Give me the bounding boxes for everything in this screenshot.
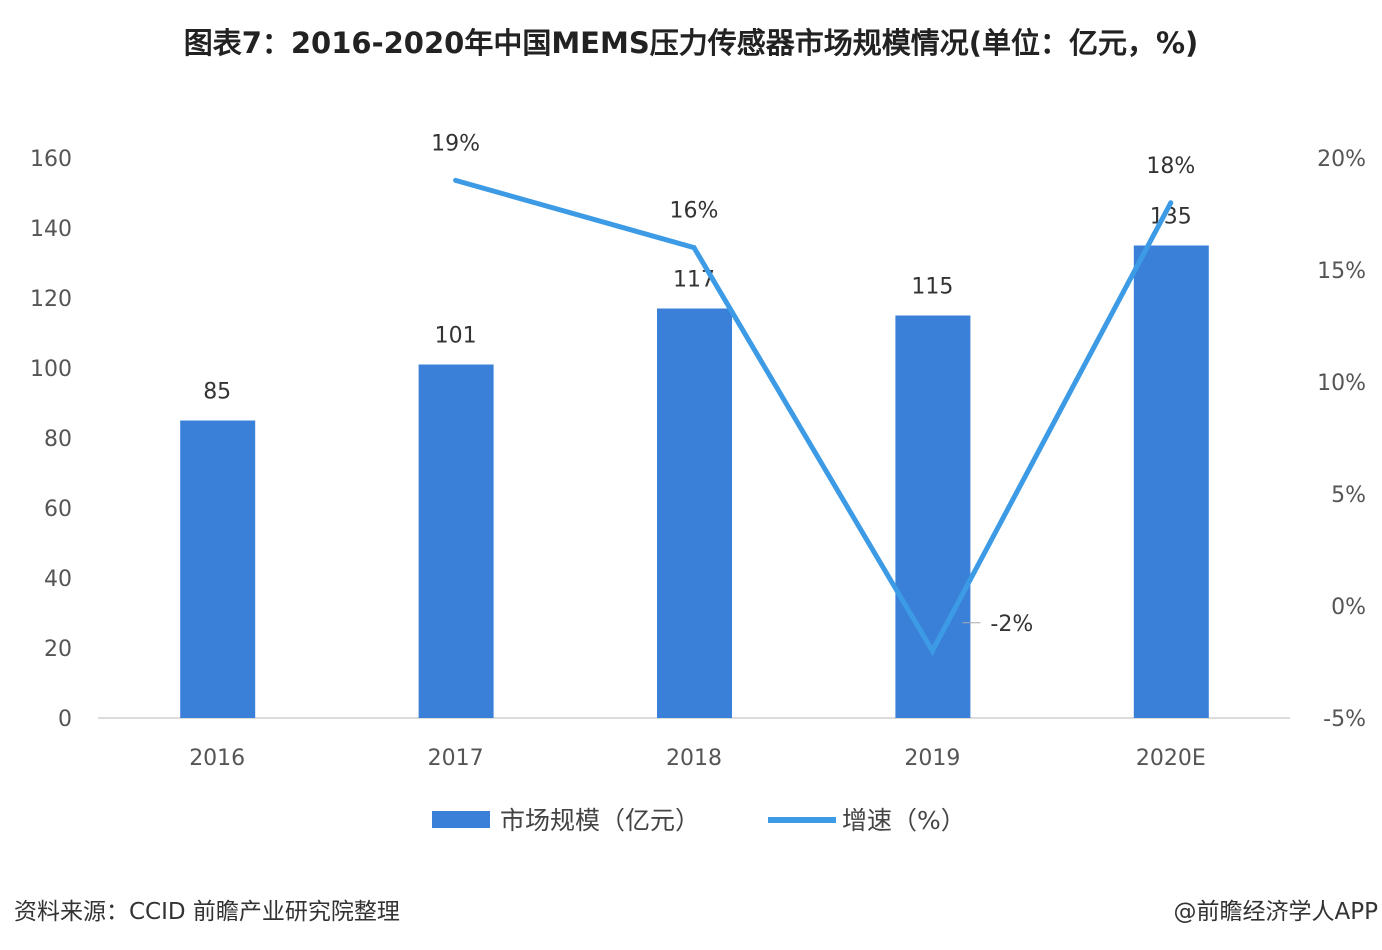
credit-note: @前瞻经济学人APP [1173,899,1378,925]
growth-line [454,177,1174,656]
left-axis-tick: 0 [58,707,72,732]
growth-point-2017 [453,177,459,183]
growth-point-2020E [1168,200,1174,206]
left-axis-tick: 60 [44,497,72,522]
left-axis-tick: 80 [44,427,72,452]
left-axis-tick: 140 [30,217,72,242]
right-axis-tick: 20% [1317,147,1366,172]
bar-2018 [657,308,732,718]
source-note: 资料来源：CCID 前瞻产业研究院整理 [14,899,400,925]
x-axis-tick: 2018 [666,746,722,771]
bar-2020E [1133,245,1209,718]
left-axis-tick: 100 [30,357,72,382]
right-axis-tick: 15% [1317,259,1366,284]
bar-data-label: 115 [911,275,953,300]
chart-svg: 0 20 40 60 80 100 120 140 160 -5% 0% 5% 10% 15% 20% 201… [30,131,1366,835]
bar-data-label: 101 [435,324,477,349]
legend-bar-swatch [432,811,490,828]
x-axis-tick: 2017 [428,746,484,771]
right-axis-tick: 0% [1331,595,1366,620]
line-data-label: 19% [431,131,480,156]
bar-2016 [180,420,256,718]
left-axis-tick: 160 [30,147,72,172]
right-axis-tick: 5% [1331,483,1366,508]
left-axis-tick: 40 [44,567,72,592]
left-axis-tick: 120 [30,287,72,312]
right-axis-tick: 10% [1317,371,1366,396]
x-axis-tick: 2016 [189,746,245,771]
chart-title: 图表7：2016-2020年中国MEMS压力传感器市场规模情况(单位：亿元，%) [183,26,1199,60]
left-axis-tick: 20 [44,637,72,662]
x-axis-tick: 2019 [904,746,960,771]
bar-2019 [895,315,971,718]
line-data-label: 18% [1146,154,1195,179]
line-data-label: -2% [990,612,1033,637]
bar-2017 [418,364,494,718]
right-axis-tick: -5% [1323,707,1366,732]
bar-data-label: 85 [203,380,231,405]
line-data-label: 16% [670,199,719,224]
legend-line-label: 增速（%） [842,806,966,835]
growth-point-2018 [691,245,697,251]
growth-point-2019 [929,648,935,654]
x-axis-tick: 2020E [1136,746,1206,771]
legend-bar-label: 市场规模（亿元） [500,806,700,835]
